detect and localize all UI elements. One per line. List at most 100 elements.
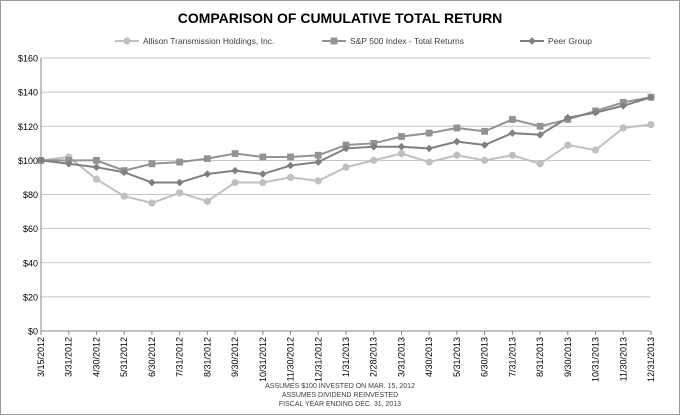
x-tick-label: 5/31/2012	[119, 337, 129, 377]
data-point-square	[231, 150, 239, 157]
data-point-diamond	[342, 144, 350, 153]
series-diamond	[37, 93, 655, 187]
x-tick-label: 12/31/2012	[313, 337, 323, 382]
x-tick-label: 3/31/2012	[64, 337, 74, 377]
data-point-circle	[619, 124, 627, 132]
y-tick-label: $80	[23, 190, 38, 200]
data-point-square	[203, 155, 211, 163]
x-tick-label: 1/31/2013	[341, 337, 351, 377]
data-point-diamond	[259, 170, 267, 178]
x-tick-label: 7/31/2013	[507, 337, 517, 377]
data-point-circle	[123, 37, 131, 45]
x-tick-label: 2/28/2013	[369, 337, 379, 377]
data-point-circle	[536, 160, 544, 168]
axes	[40, 58, 652, 335]
footnote-dividend: ASSUMES DIVIDEND REINVESTED	[281, 392, 399, 399]
data-point-diamond	[369, 142, 378, 151]
data-point-circle	[148, 199, 156, 207]
data-point-diamond	[536, 130, 544, 139]
x-tick-label: 8/31/2012	[202, 337, 212, 377]
x-tick-label: 4/30/2012	[91, 337, 101, 377]
x-tick-label: 11/30/2012	[286, 337, 296, 381]
data-point-circle	[342, 163, 350, 171]
legend-label: Allison Transmission Holdings, Inc.	[143, 36, 274, 46]
x-tick-label: 6/30/2013	[480, 337, 490, 377]
data-point-circle	[314, 177, 322, 185]
legend-label: S&P 500 Index - Total Returns	[350, 36, 464, 46]
data-point-diamond	[425, 144, 433, 153]
x-axis-ticks: 3/15/2012 3/31/2012 4/30/2012 5/31/2012 6/30…	[36, 337, 656, 382]
data-point-square	[536, 122, 544, 130]
data-point-square	[330, 37, 338, 45]
data-point-circle	[176, 189, 184, 197]
data-point-circle	[286, 173, 295, 182]
data-point-square	[425, 129, 433, 137]
y-tick-label: $120	[18, 122, 38, 132]
x-tick-label: 9/30/2012	[230, 337, 240, 377]
data-point-circle	[259, 178, 267, 187]
data-point-diamond	[619, 101, 628, 110]
data-point-circle	[591, 146, 600, 154]
series-layer	[37, 93, 655, 207]
data-point-square	[148, 160, 156, 168]
y-tick-label: $20	[23, 292, 38, 302]
data-point-diamond	[314, 158, 323, 166]
series-square	[37, 93, 655, 175]
data-point-diamond	[591, 108, 600, 117]
data-point-square	[287, 153, 294, 161]
data-point-square	[508, 116, 516, 123]
data-point-diamond	[453, 137, 461, 146]
x-tick-label: 12/31/2013	[646, 337, 656, 382]
data-point-diamond	[203, 170, 212, 178]
x-tick-label: 11/30/2013	[618, 337, 628, 381]
x-tick-label: 10/31/2012	[258, 337, 268, 382]
x-tick-label: 6/30/2012	[147, 337, 157, 377]
data-point-diamond	[92, 163, 101, 171]
y-tick-label: $60	[23, 224, 38, 234]
x-tick-label: 4/30/2013	[424, 337, 434, 377]
data-point-diamond	[64, 159, 73, 168]
data-point-circle	[397, 149, 406, 158]
data-point-square	[314, 151, 322, 159]
x-tick-label: 3/31/2013	[396, 337, 406, 377]
legend-entry: Allison Transmission Holdings, Inc.	[115, 36, 274, 46]
x-tick-label: 8/31/2013	[535, 337, 545, 377]
series-line	[41, 96, 652, 172]
data-point-square	[93, 156, 100, 164]
gridlines	[41, 57, 651, 298]
data-point-circle	[508, 151, 516, 159]
y-tick-label: $100	[18, 156, 38, 166]
x-tick-label: 3/15/2012	[36, 337, 46, 377]
x-tick-label: 7/31/2012	[175, 337, 185, 377]
data-point-circle	[481, 156, 489, 164]
data-point-diamond	[148, 178, 156, 187]
data-point-circle	[425, 158, 433, 166]
data-point-circle	[231, 178, 239, 187]
data-point-diamond	[397, 142, 406, 151]
data-point-square	[176, 158, 184, 166]
data-point-diamond	[508, 129, 517, 137]
footnote-investment: ASSUMES $100 INVESTED ON MAR. 15, 2012	[265, 383, 415, 390]
y-tick-label: $160	[18, 54, 38, 64]
legend-label: Peer Group	[548, 36, 592, 46]
data-point-diamond	[175, 178, 184, 187]
y-tick-label: $140	[18, 88, 38, 98]
data-point-diamond	[564, 113, 572, 122]
data-point-diamond	[528, 37, 536, 45]
x-tick-label: 10/31/2013	[591, 337, 601, 382]
data-point-circle	[564, 141, 572, 149]
legend-entry: S&P 500 Index - Total Returns	[322, 36, 464, 46]
y-tick-label: $0	[28, 327, 38, 337]
x-tick-label: 9/30/2013	[563, 337, 573, 377]
data-point-circle	[647, 120, 655, 129]
legend: Allison Transmission Holdings, Inc. S&P 5…	[115, 36, 592, 46]
data-point-square	[398, 133, 405, 140]
data-point-square	[453, 124, 461, 132]
legend-entry: Peer Group	[520, 36, 592, 46]
data-point-diamond	[480, 141, 489, 149]
data-point-diamond	[286, 161, 295, 170]
data-point-circle	[120, 192, 128, 200]
data-point-circle	[92, 175, 101, 183]
